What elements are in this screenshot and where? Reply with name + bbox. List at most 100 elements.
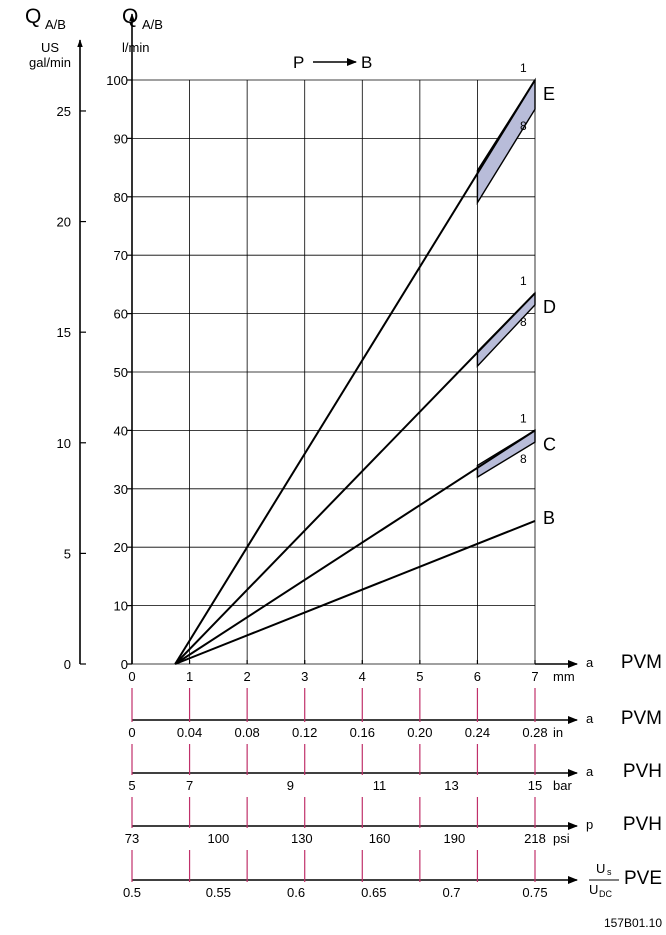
series-label-c: C	[543, 434, 556, 454]
us-tick-label: 5	[64, 546, 71, 561]
scale-tick-label: 0.75	[522, 885, 547, 900]
scale-variable-label: a	[586, 711, 594, 726]
lmin-tick-label: 60	[114, 307, 128, 322]
scale-tick-label: 0.20	[407, 725, 432, 740]
scale-unit: bar	[553, 778, 572, 793]
scale-variable-label: a	[586, 764, 594, 779]
grid	[131, 79, 536, 665]
series-label-top-c: 1	[520, 411, 527, 425]
series-label-bottom-e: 8	[520, 119, 527, 133]
series-label-bottom-d: 8	[520, 315, 527, 329]
lmin-tick-label: 40	[114, 423, 128, 438]
scale-tick-label: 15	[528, 778, 542, 793]
scale-device-label: PVE	[624, 868, 662, 889]
scale-tick-label: 7	[531, 669, 538, 684]
scale-tick-label: 190	[444, 831, 466, 846]
series-label-b: B	[543, 508, 555, 528]
scale-tick-label: 0	[128, 669, 135, 684]
us-tick-label: 10	[57, 436, 71, 451]
scale-tick-label: 4	[359, 669, 366, 684]
series-line-b	[174, 519, 536, 665]
scale-tick-label: 0.5	[123, 885, 141, 900]
us-axis-title-sub: A/B	[45, 17, 66, 32]
lmin-axis-title-main: Q	[122, 5, 138, 28]
scale-device-label: PVM	[621, 708, 662, 729]
series-label-e: E	[543, 84, 555, 104]
scale-tick-label: 7	[186, 778, 193, 793]
scale-1: 0 0.04 0.08 0.12 0.16 0.20 0.24 0.28 in a PVM	[128, 688, 662, 740]
scale-tick-label: 0	[128, 725, 135, 740]
scale-device-label: PVH	[623, 814, 662, 835]
scale-tick-label: 3	[301, 669, 308, 684]
scale-unit: mm	[553, 669, 575, 684]
scale-tick-label: 0.7	[442, 885, 460, 900]
series-line-c	[174, 429, 536, 665]
scale-device-label: PVH	[623, 761, 662, 782]
scale-unit: psi	[553, 831, 570, 846]
scale-tick-label: 0.16	[350, 725, 375, 740]
series-band-d	[476, 291, 536, 368]
scale-tick-label: 5	[128, 778, 135, 793]
series: B C 1 8 D 1 8 E 1 8	[174, 61, 556, 665]
scale-tick-label: 0.24	[465, 725, 490, 740]
us-axis-unit-line1: US	[41, 40, 59, 55]
lmin-tick-label: 50	[114, 365, 128, 380]
series-label-bottom-c: 8	[520, 452, 527, 466]
scale-variable-label: p	[586, 817, 593, 832]
scale-unit: in	[553, 725, 563, 740]
lmin-tick-label: 30	[114, 482, 128, 497]
scale-tick-label: 100	[208, 831, 230, 846]
scale-tick-label: 0.04	[177, 725, 202, 740]
scale-fraction-denominator: U	[589, 882, 598, 897]
us-tick-label: 0	[64, 657, 71, 672]
us-axis-title: Q A/B US gal/min	[25, 5, 71, 70]
scale-tick-label: 0.6	[287, 885, 305, 900]
scale-tick-label: 11	[373, 778, 387, 793]
scale-tick-label: 130	[291, 831, 313, 846]
scale-fraction-numerator: U	[596, 861, 605, 876]
scale-tick-label: 9	[287, 778, 294, 793]
scale-tick-label: 6	[474, 669, 481, 684]
axes: 0 10 20 30 40 50 60 70 80 90 100 0 5 10 15 20 25	[57, 13, 135, 672]
us-axis-unit-line2: gal/min	[29, 55, 71, 70]
scale-tick-label: 0.55	[206, 885, 231, 900]
flow-direction-label: P B	[293, 53, 372, 72]
scale-tick-label: 0.08	[234, 725, 259, 740]
lmin-tick-label: 100	[106, 73, 128, 88]
scale-tick-label: 1	[186, 669, 193, 684]
scale-variable-label: a	[586, 655, 594, 670]
series-label-top-d: 1	[520, 274, 527, 288]
scale-tick-label: 0.65	[361, 885, 386, 900]
us-tick-label: 20	[57, 215, 71, 230]
scale-device-label: PVM	[621, 652, 662, 673]
lmin-axis-title-sub: A/B	[142, 17, 163, 32]
scale-tick-label: 160	[369, 831, 391, 846]
flow-to-label: B	[361, 53, 372, 72]
flow-from-label: P	[293, 53, 304, 72]
scale-3: 73 100 130 160 190 218 psi p PVH	[125, 797, 662, 846]
lmin-tick-label: 10	[114, 599, 128, 614]
scale-tick-label: 13	[444, 778, 458, 793]
us-tick-label: 25	[57, 104, 71, 119]
scale-tick-label: 218	[524, 831, 546, 846]
series-band-e	[476, 77, 536, 206]
series-line-d	[174, 292, 536, 665]
us-axis-title-main: Q	[25, 5, 41, 28]
scale-tick-label: 5	[416, 669, 423, 684]
scale-fraction-numerator-sub: s	[607, 867, 612, 877]
figure-code: 157B01.10	[604, 916, 662, 930]
scale-tick-label: 73	[125, 831, 139, 846]
series-label-d: D	[543, 297, 556, 317]
lmin-tick-label: 90	[114, 131, 128, 146]
lmin-tick-label: 0	[121, 657, 128, 672]
scale-tick-label: 0.28	[522, 725, 547, 740]
scale-tick-label: 0.12	[292, 725, 317, 740]
lmin-tick-label: 80	[114, 190, 128, 205]
lmin-tick-label: 70	[114, 248, 128, 263]
series-line-e	[174, 79, 536, 665]
scale-fraction-denominator-sub: DC	[599, 889, 612, 899]
lmin-tick-label: 20	[114, 540, 128, 555]
